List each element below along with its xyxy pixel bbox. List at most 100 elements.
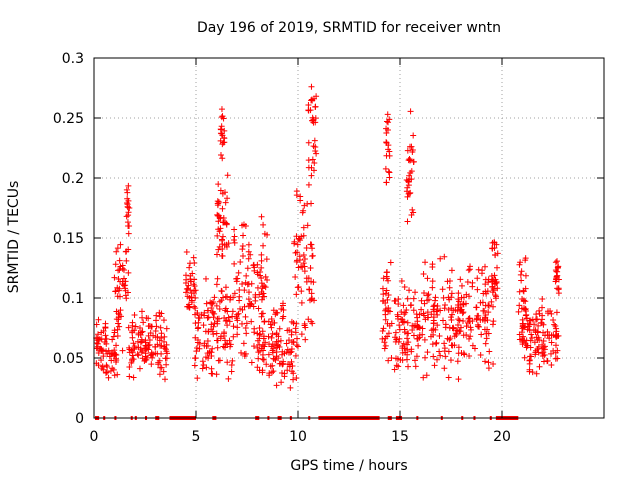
data-point: [404, 184, 411, 191]
data-point: [293, 375, 300, 382]
data-point: [403, 306, 410, 313]
data-point: [382, 316, 389, 323]
data-point: [305, 139, 312, 146]
data-point: [125, 269, 132, 276]
data-point: [494, 264, 501, 271]
data-point: [522, 340, 529, 347]
data-point: [474, 275, 481, 282]
data-point: [451, 333, 458, 340]
data-point: [109, 336, 116, 343]
data-point: [114, 245, 121, 252]
data-points: [93, 83, 562, 420]
data-point: [205, 328, 212, 335]
data-point: [138, 308, 145, 315]
data-point: [119, 281, 126, 288]
data-point: [404, 295, 411, 302]
data-point: [139, 314, 146, 321]
data-point: [553, 325, 560, 332]
data-point: [156, 309, 163, 316]
data-point: [491, 244, 498, 251]
data-point: [392, 297, 399, 304]
data-point: [216, 228, 223, 235]
data-point: [485, 359, 492, 366]
data-point: [526, 366, 533, 373]
data-point: [102, 332, 109, 339]
data-point: [420, 271, 427, 278]
data-point: [135, 344, 142, 351]
data-point: [528, 331, 535, 338]
data-point: [155, 359, 162, 366]
data-point: [239, 243, 246, 250]
data-point: [308, 172, 315, 179]
data-point: [458, 282, 465, 289]
data-point: [432, 294, 439, 301]
y-tick-label: 0.1: [62, 291, 84, 307]
data-point: [235, 269, 242, 276]
data-point: [258, 251, 265, 258]
data-point: [437, 352, 444, 359]
data-point: [251, 264, 258, 271]
data-point: [222, 305, 229, 312]
data-point: [191, 276, 198, 283]
data-point: [535, 322, 542, 329]
data-point: [245, 255, 252, 262]
data-point: [382, 165, 389, 172]
data-point: [149, 354, 156, 361]
data-point: [247, 251, 254, 258]
data-point: [456, 317, 463, 324]
data-point: [446, 278, 453, 284]
data-point: [445, 348, 452, 355]
data-point: [441, 253, 448, 260]
data-point: [432, 340, 439, 347]
data-point: [94, 343, 101, 350]
data-point: [255, 349, 262, 356]
data-point: [298, 299, 305, 306]
data-point: [410, 295, 417, 302]
data-point: [213, 281, 220, 288]
data-point: [258, 213, 265, 220]
data-point: [292, 329, 299, 336]
data-point: [119, 347, 126, 354]
data-point: [492, 292, 499, 299]
data-point: [447, 357, 454, 364]
data-point: [441, 340, 448, 347]
data-point: [201, 309, 208, 316]
data-point: [141, 358, 148, 365]
data-point: [412, 363, 419, 370]
data-point: [410, 307, 417, 314]
data-point: [218, 106, 225, 113]
data-point: [123, 257, 130, 264]
data-point: [308, 96, 315, 103]
data-point: [445, 306, 452, 313]
data-point: [415, 342, 422, 349]
data-point: [305, 107, 312, 114]
data-point: [522, 306, 529, 313]
data-point: [252, 294, 259, 301]
data-point: [248, 318, 255, 325]
data-point: [204, 314, 211, 321]
data-point: [114, 284, 121, 291]
data-point: [384, 320, 391, 327]
data-point: [112, 288, 119, 295]
data-point: [552, 331, 559, 338]
data-point: [408, 212, 415, 219]
data-point: [520, 333, 527, 340]
data-point: [220, 343, 227, 350]
data-point: [231, 239, 238, 246]
data-point: [111, 327, 118, 334]
data-point: [229, 308, 236, 315]
data-point: [462, 300, 469, 307]
data-point: [239, 246, 246, 253]
data-point: [422, 259, 429, 266]
data-point: [105, 347, 112, 354]
data-point: [413, 311, 420, 318]
data-point: [221, 127, 228, 134]
data-point: [482, 340, 489, 347]
data-point: [217, 214, 224, 221]
data-point: [104, 369, 111, 376]
data-point: [214, 275, 221, 282]
data-point: [287, 349, 294, 356]
data-point: [234, 275, 241, 282]
data-point: [224, 340, 231, 347]
